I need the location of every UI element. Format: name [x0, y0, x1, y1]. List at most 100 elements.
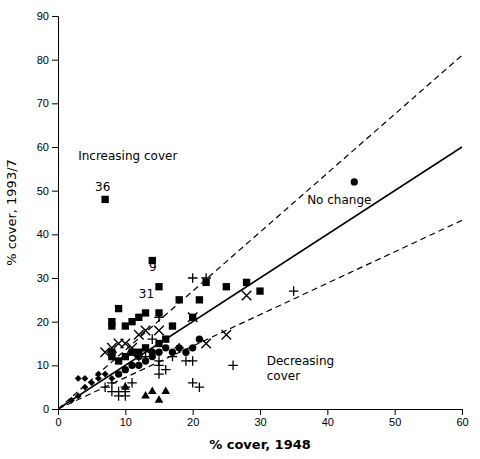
- tick: 10: [37, 359, 58, 371]
- point-plus: [161, 365, 171, 375]
- tick-label: 30: [37, 272, 49, 284]
- point-plus: [188, 273, 198, 283]
- point-diamond: [102, 371, 109, 378]
- point-square: [176, 296, 183, 303]
- point-x: [242, 291, 252, 301]
- point-square: [196, 296, 203, 303]
- annotation: 31: [139, 287, 154, 301]
- annotation-line: No change: [307, 193, 371, 207]
- annotation: Decreasingcover: [267, 354, 334, 383]
- point-square: [155, 340, 162, 347]
- tick-label: 60: [37, 141, 49, 153]
- point-square: [162, 335, 169, 342]
- tick: 20: [37, 316, 58, 328]
- tick: 20: [187, 409, 199, 428]
- point-square: [115, 357, 122, 364]
- tick: 0: [43, 403, 58, 415]
- tick-mark: [125, 409, 126, 415]
- plot: 0102030405060010203040506070809036931Inc…: [37, 10, 469, 428]
- point-plus: [154, 369, 164, 379]
- point-plus: [154, 313, 164, 323]
- tick-mark: [52, 234, 58, 235]
- point-circle: [189, 344, 196, 351]
- point-triangle: [155, 395, 164, 402]
- tick-mark: [327, 409, 328, 415]
- point-square: [169, 322, 176, 329]
- series-circle: [115, 178, 358, 377]
- tick-label: 10: [120, 416, 132, 428]
- point-square: [115, 305, 122, 312]
- point-plus: [121, 382, 131, 392]
- tick-label: 40: [37, 228, 49, 240]
- tick: 0: [55, 409, 61, 428]
- tick-label: 80: [37, 54, 49, 66]
- point-square: [256, 287, 263, 294]
- point-circle: [128, 362, 135, 369]
- point-triangle: [161, 387, 170, 394]
- point-circle: [115, 370, 122, 377]
- tick-mark: [260, 409, 261, 415]
- series-diamond: [68, 371, 115, 404]
- point-circle: [351, 178, 358, 185]
- tick-mark: [52, 147, 58, 148]
- point-plus: [107, 378, 117, 388]
- tick-label: 0: [55, 416, 61, 428]
- point-plus: [201, 273, 211, 283]
- point-diamond: [75, 392, 82, 399]
- point-square: [142, 344, 149, 351]
- annotation-line: Decreasing: [267, 354, 334, 368]
- point-square: [128, 318, 135, 325]
- point-plus: [100, 382, 110, 392]
- point-plus: [148, 347, 158, 357]
- tick-label: 20: [37, 316, 49, 328]
- solid-line: [58, 147, 462, 409]
- annotation: 36: [95, 180, 110, 194]
- point-square: [155, 283, 162, 290]
- tick-label: 30: [254, 416, 266, 428]
- point-plus: [195, 382, 205, 392]
- series-x: [100, 291, 251, 357]
- point-diamond: [88, 379, 95, 386]
- point-diamond: [75, 375, 82, 382]
- point-x: [154, 326, 164, 336]
- point-square: [142, 309, 149, 316]
- axis-line: [59, 410, 463, 416]
- tick: 50: [37, 185, 58, 197]
- point-diamond: [82, 375, 89, 382]
- annotation-line: Increasing cover: [78, 149, 177, 163]
- point-circle: [182, 349, 189, 356]
- tick-mark: [193, 409, 194, 415]
- annotations: 36 9 31 Increasing cover No change Decreasing…: [78, 149, 371, 383]
- point-plus: [168, 352, 178, 362]
- point-x: [141, 326, 151, 336]
- y-axis-title: % cover, 1993/7: [4, 159, 19, 266]
- point-x: [127, 343, 137, 353]
- annotation: Increasing cover: [78, 149, 177, 163]
- point-square: [101, 196, 108, 203]
- chart: 0102030405060010203040506070809036931Inc…: [0, 0, 480, 459]
- tick-label: 10: [37, 359, 49, 371]
- tick-label: 0: [43, 403, 49, 415]
- tick: 80: [37, 54, 58, 66]
- tick-label: 20: [187, 416, 199, 428]
- tick-mark: [52, 409, 58, 410]
- point-diamond: [82, 384, 89, 391]
- annotation: No change: [307, 193, 371, 207]
- point-circle: [162, 344, 169, 351]
- tick: 40: [37, 228, 58, 240]
- tick: 40: [322, 409, 334, 428]
- point-plus: [154, 356, 164, 366]
- point-diamond: [68, 397, 75, 404]
- tick-label: 50: [37, 185, 49, 197]
- point-x: [188, 313, 198, 323]
- annotation-line: cover: [267, 369, 300, 383]
- tick-mark: [52, 103, 58, 104]
- tick: 70: [37, 97, 58, 109]
- annotation-line: 9: [149, 260, 157, 274]
- tick: 30: [37, 272, 58, 284]
- series-triangle: [121, 382, 170, 403]
- tick-mark: [462, 409, 463, 415]
- tick: 30: [254, 409, 266, 428]
- point-plus: [188, 356, 198, 366]
- dashed-line: [58, 55, 462, 409]
